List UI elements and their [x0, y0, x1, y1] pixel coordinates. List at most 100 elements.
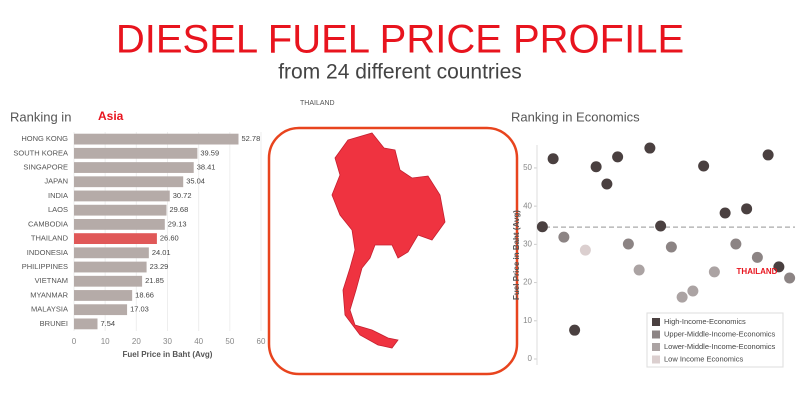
point — [773, 261, 785, 273]
y-tick-label: 30 — [523, 239, 532, 248]
annotation: THAILAND — [737, 267, 778, 276]
point — [741, 203, 753, 215]
point — [698, 160, 710, 172]
bar — [74, 233, 157, 245]
point — [536, 221, 548, 233]
category-label: MYANMAR — [30, 290, 68, 299]
category-label: CAMBODIA — [28, 219, 68, 228]
bar — [74, 176, 184, 188]
point — [784, 272, 796, 284]
legend-swatch — [652, 330, 660, 339]
y-tick-label: 50 — [523, 163, 532, 172]
category-label: THAILAND — [31, 234, 69, 243]
point — [687, 285, 699, 297]
point — [590, 161, 602, 173]
x-tick-label: 20 — [132, 337, 141, 346]
point — [633, 264, 645, 276]
category-label: HONG KONG — [21, 134, 68, 143]
value-label: 30.72 — [173, 191, 192, 200]
bar-title: Asia — [98, 109, 124, 123]
bar — [74, 133, 239, 145]
bar — [74, 218, 165, 230]
subtitle: from 24 different countries — [278, 61, 522, 84]
legend-label: Upper-Middle-Income-Economics — [664, 329, 776, 338]
point — [665, 241, 677, 253]
bar — [74, 247, 149, 259]
point — [644, 142, 656, 154]
bar — [74, 147, 198, 159]
value-label: 7.54 — [100, 319, 115, 328]
category-label: JAPAN — [44, 177, 68, 186]
point — [762, 149, 774, 161]
point — [708, 266, 720, 278]
bar — [74, 275, 143, 287]
point — [655, 220, 667, 232]
y-axis-title: Fuel Price in Baht (Avg) — [512, 210, 521, 300]
bar — [74, 261, 147, 273]
map-frame — [267, 126, 519, 376]
value-label: 18.66 — [135, 290, 154, 299]
bar — [74, 204, 167, 216]
legend-swatch — [652, 355, 660, 364]
title: DIESEL FUEL PRICE PROFILE — [116, 18, 684, 62]
point — [622, 238, 634, 250]
point — [569, 324, 581, 336]
category-label: BRUNEI — [40, 319, 68, 328]
value-label: 38.41 — [197, 163, 216, 172]
point — [547, 153, 559, 165]
legend-label: Low Income Economics — [664, 354, 743, 363]
bar — [74, 318, 98, 330]
bar — [74, 290, 133, 301]
value-label: 24.01 — [152, 248, 171, 257]
legend-swatch — [652, 343, 660, 351]
x-axis-title: Fuel Price in Baht (Avg) — [123, 350, 213, 359]
bar-title-prefix: Ranking in — [10, 109, 71, 124]
category-label: INDONESIA — [27, 248, 68, 257]
y-tick-label: 20 — [523, 278, 532, 287]
category-label: VIETNAM — [35, 276, 68, 285]
legend-label: Lower-Middle-Income-Economics — [664, 342, 776, 351]
x-tick-label: 50 — [225, 337, 234, 346]
bar — [74, 190, 170, 202]
point — [579, 244, 591, 256]
point — [612, 151, 624, 163]
value-label: 23.29 — [150, 262, 169, 271]
value-label: 26.60 — [160, 234, 179, 243]
x-tick-label: 0 — [72, 337, 77, 346]
point — [558, 231, 570, 243]
x-tick-label: 60 — [257, 337, 266, 346]
x-tick-label: 40 — [194, 337, 203, 346]
value-label: 52.78 — [241, 134, 260, 143]
y-tick-label: 10 — [523, 316, 532, 325]
value-label: 35.04 — [186, 177, 205, 186]
legend-swatch — [652, 318, 660, 326]
value-label: 29.13 — [168, 219, 187, 228]
x-tick-label: 10 — [101, 337, 110, 346]
category-label: MALAYSIA — [31, 305, 68, 314]
value-label: 29.68 — [170, 205, 189, 214]
point — [751, 251, 763, 263]
y-tick-label: 40 — [523, 201, 532, 210]
scatter-title: Ranking in Economics — [511, 109, 640, 124]
y-tick-label: 0 — [528, 354, 533, 363]
legend-label: High-Income-Economics — [664, 317, 746, 326]
map-label: THAILAND — [300, 100, 335, 107]
bar — [74, 304, 128, 316]
legend-box — [646, 312, 784, 368]
point — [676, 291, 688, 303]
bar — [74, 162, 194, 173]
category-label: PHILIPPINES — [22, 262, 68, 271]
point — [719, 207, 731, 219]
category-label: LAOS — [48, 205, 68, 214]
value-label: 21.85 — [145, 276, 164, 285]
x-tick-label: 30 — [163, 337, 172, 346]
point — [730, 238, 742, 250]
category-label: INDIA — [48, 191, 68, 200]
point — [601, 178, 613, 190]
thailand-map — [331, 132, 446, 349]
value-label: 39.59 — [200, 148, 219, 157]
value-label: 17.03 — [130, 305, 149, 314]
category-label: SINGAPORE — [23, 163, 68, 172]
category-label: SOUTH KOREA — [13, 148, 68, 157]
